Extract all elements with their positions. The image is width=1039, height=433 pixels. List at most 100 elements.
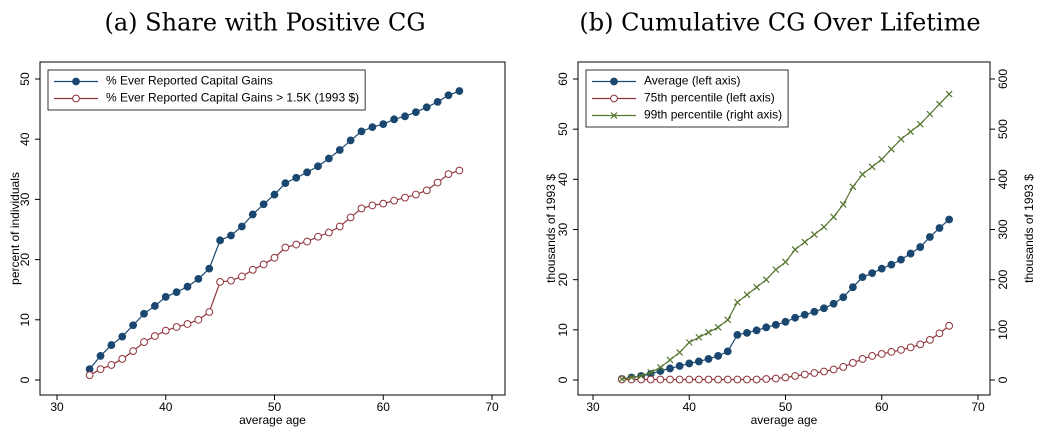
chart-title: (a) Share with Positive CG [105, 9, 426, 37]
marker [887, 145, 895, 153]
marker [685, 359, 694, 368]
marker [897, 346, 905, 354]
marker [877, 264, 886, 273]
marker [916, 243, 925, 251]
marker [916, 120, 924, 128]
marker [628, 374, 635, 381]
marker [324, 228, 333, 237]
marker [848, 283, 857, 292]
marker [945, 321, 954, 330]
marker [656, 364, 664, 371]
marker [752, 326, 761, 335]
x-axis-label: average age [751, 413, 818, 427]
marker [704, 375, 713, 384]
marker [96, 352, 105, 360]
legend-label: % Ever Reported Capital Gains > 1.5K (19… [106, 91, 359, 105]
marker [85, 371, 94, 380]
marker [129, 347, 138, 356]
marker [743, 328, 751, 337]
marker [858, 273, 867, 282]
marker [801, 238, 809, 246]
marker [455, 87, 464, 95]
marker [314, 162, 322, 171]
marker [868, 163, 876, 171]
marker [259, 200, 268, 209]
marker [216, 277, 225, 286]
marker [714, 375, 723, 384]
x-tick-label: 60 [377, 400, 391, 414]
marker [694, 375, 703, 384]
marker [610, 77, 618, 86]
marker [743, 291, 751, 299]
marker [676, 348, 684, 356]
marker [906, 249, 915, 258]
marker [791, 313, 800, 322]
marker [935, 329, 944, 338]
marker [303, 168, 312, 177]
x-tick-label: 70 [485, 400, 499, 414]
marker [248, 265, 257, 274]
marker [753, 283, 761, 291]
marker [666, 375, 674, 384]
marker [685, 375, 694, 384]
marker [887, 348, 896, 356]
marker [401, 193, 409, 202]
plot-frame [577, 61, 991, 396]
marker [281, 179, 290, 188]
marker [810, 307, 819, 316]
y-tick-label: 50 [18, 72, 32, 86]
marker [172, 323, 181, 331]
legend-label: 99th percentile (right axis) [644, 108, 782, 122]
x-tick-label: 60 [875, 400, 889, 414]
marker [292, 240, 301, 249]
marker [390, 115, 399, 124]
x-tick-label: 70 [971, 400, 985, 414]
marker [433, 178, 442, 187]
y-axis-label: percent of individuals [8, 172, 22, 285]
y-tick-label: 0 [556, 376, 570, 383]
marker [859, 170, 866, 178]
series-line [621, 219, 950, 380]
y-tick-label: 40 [18, 132, 32, 146]
marker [172, 288, 181, 297]
legend-label: Average (left axis) [644, 74, 741, 88]
marker [839, 293, 848, 302]
marker [772, 266, 780, 274]
marker [858, 355, 867, 363]
legend-box [47, 69, 366, 111]
marker [762, 375, 771, 383]
marker [270, 190, 279, 199]
series-line [621, 93, 950, 380]
marker [129, 321, 138, 330]
marker [839, 363, 848, 371]
marker [887, 260, 896, 269]
marker [830, 213, 838, 221]
marker [762, 276, 770, 284]
y-tick-label: 60 [556, 72, 570, 86]
marker [906, 343, 915, 352]
marker [610, 112, 618, 119]
marker [945, 90, 953, 98]
marker [303, 237, 312, 246]
marker [704, 355, 713, 363]
marker [216, 236, 225, 245]
chart-title: (b) Cumulative CG Over Lifetime [579, 9, 980, 37]
marker [848, 359, 857, 367]
marker [194, 274, 203, 283]
marker [72, 94, 80, 103]
legend-label: 75th percentile (left axis) [644, 91, 775, 105]
y2-tick-label: 300 [996, 219, 1010, 239]
marker [868, 352, 877, 360]
marker [618, 375, 626, 383]
marker [733, 298, 741, 306]
marker [314, 232, 322, 241]
marker [733, 375, 742, 384]
marker [433, 97, 442, 106]
x-tick-label: 40 [683, 400, 697, 414]
marker [926, 110, 934, 118]
x-tick-label: 50 [268, 400, 282, 414]
marker [422, 103, 431, 112]
marker [335, 222, 344, 231]
y-tick-label: 10 [18, 313, 32, 327]
marker [935, 224, 944, 232]
